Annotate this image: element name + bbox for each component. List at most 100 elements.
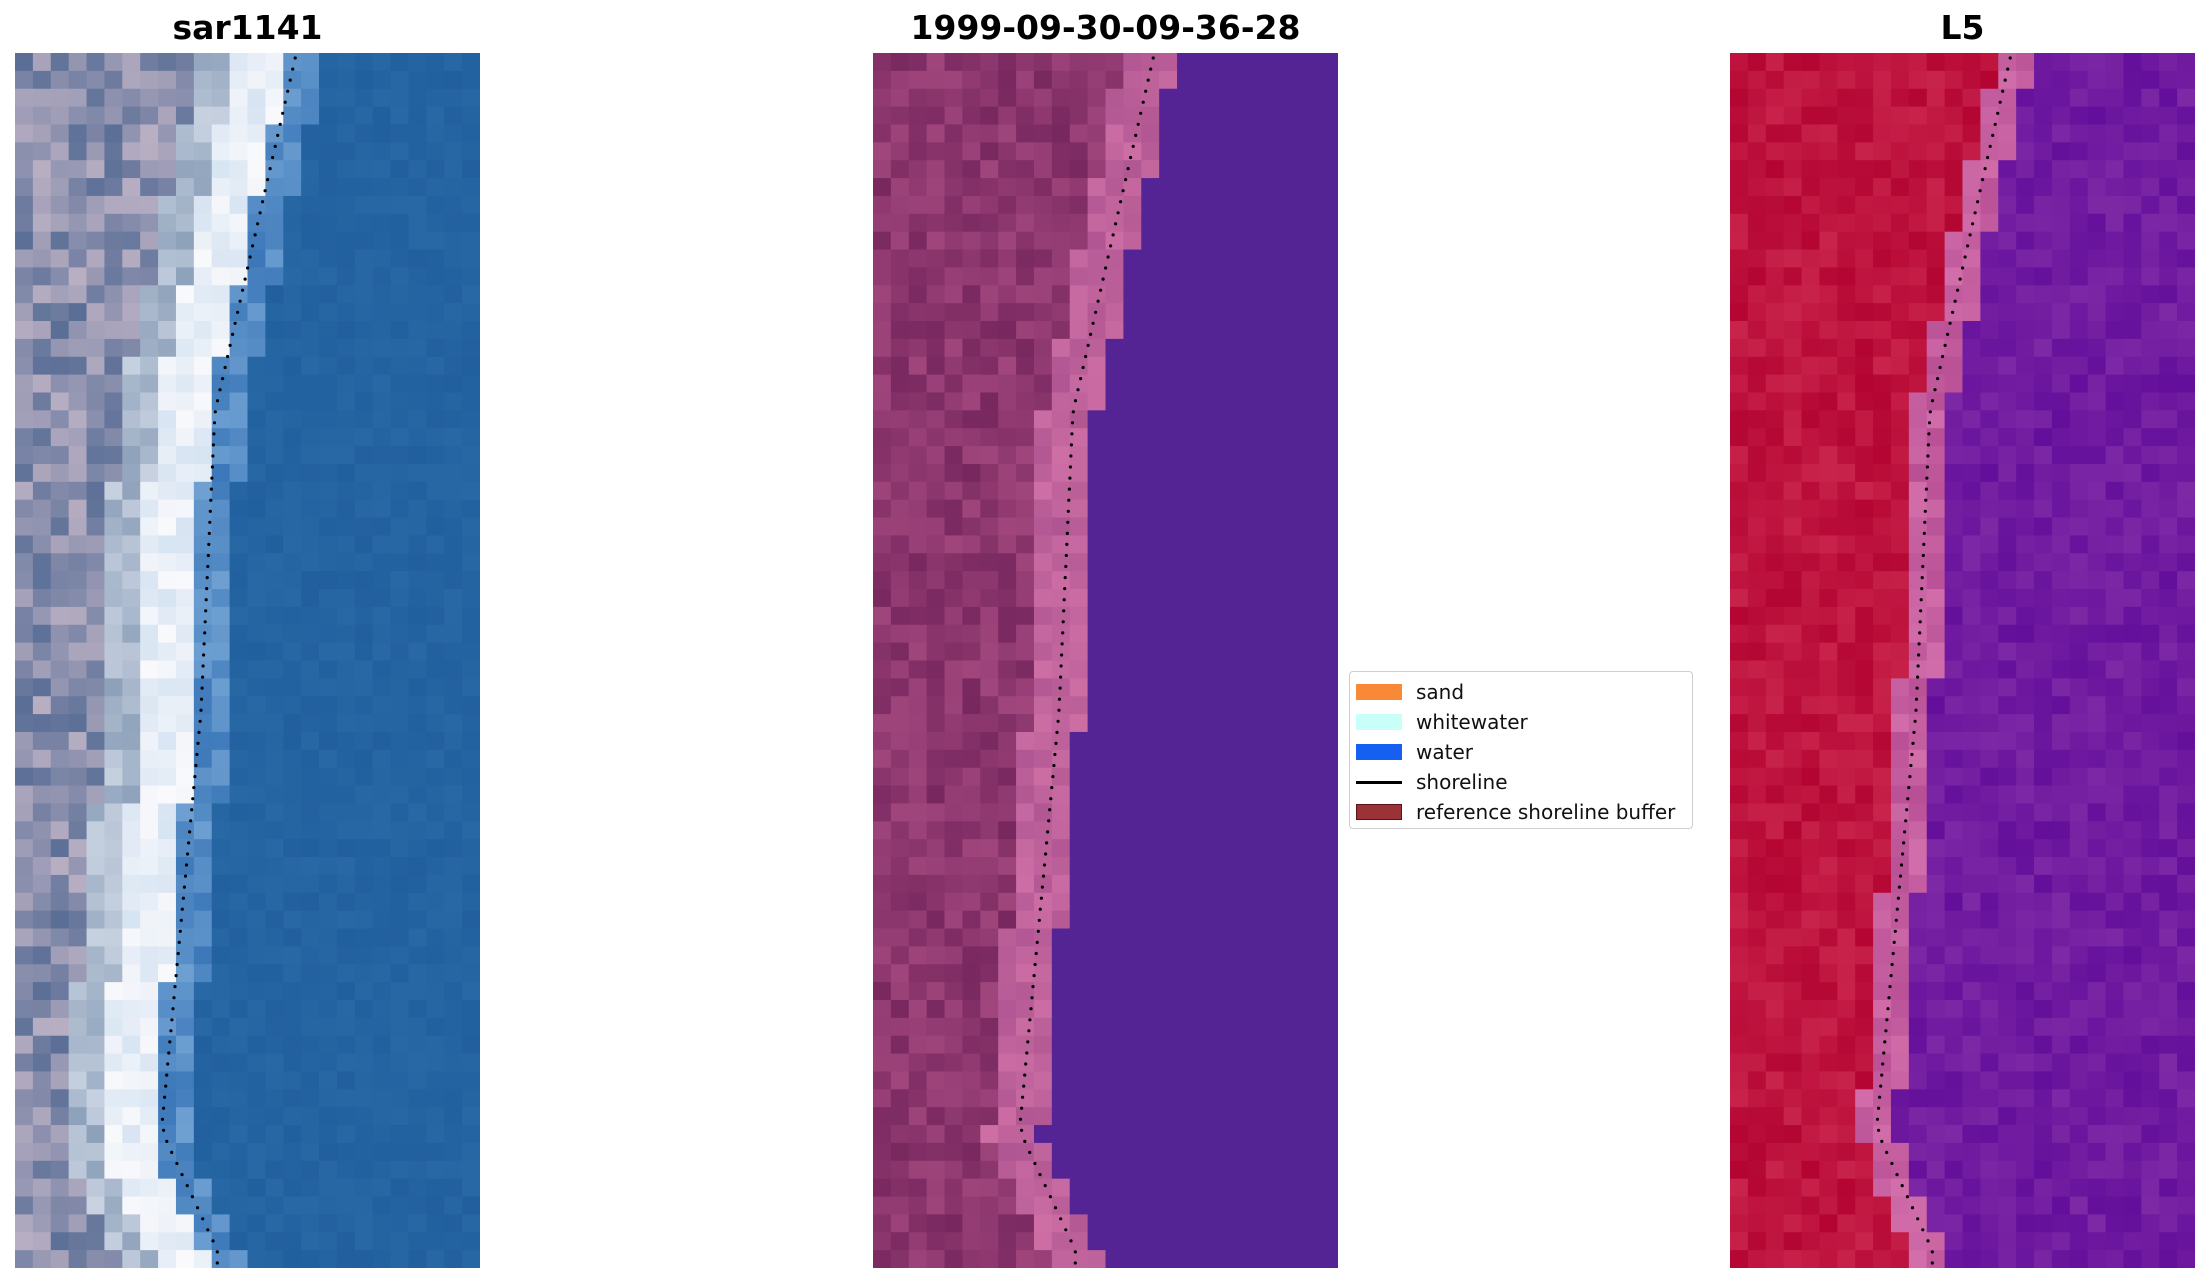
raster-pixel — [444, 731, 463, 751]
raster-pixel — [1890, 803, 1910, 822]
raster-pixel — [2177, 285, 2195, 304]
raster-pixel — [1069, 892, 1089, 912]
raster-pixel — [426, 1125, 445, 1144]
shoreline-point — [1062, 609, 1066, 613]
raster-pixel — [1980, 285, 1999, 304]
raster-pixel — [1801, 195, 1821, 215]
raster-pixel — [1855, 231, 1874, 251]
raster-pixel — [229, 642, 249, 662]
raster-pixel — [1212, 1053, 1232, 1073]
raster-pixel — [462, 553, 480, 572]
raster-pixel — [86, 982, 106, 1001]
raster-pixel — [1141, 517, 1160, 537]
raster-pixel — [1123, 463, 1142, 483]
raster-pixel — [1944, 249, 1964, 269]
raster-pixel — [1105, 231, 1124, 251]
raster-pixel — [175, 982, 195, 1001]
raster-pixel — [908, 910, 928, 930]
raster-pixel — [104, 1125, 123, 1144]
raster-pixel — [1159, 481, 1178, 501]
raster-pixel — [2069, 446, 2089, 465]
raster-pixel — [1141, 1089, 1160, 1108]
raster-pixel — [1123, 606, 1142, 626]
raster-pixel — [229, 481, 249, 501]
raster-pixel — [1837, 285, 1856, 304]
raster-pixel — [1069, 1107, 1089, 1126]
raster-pixel — [1908, 392, 1928, 411]
raster-pixel — [1033, 88, 1053, 108]
raster-pixel — [1230, 410, 1250, 429]
raster-pixel — [86, 178, 106, 197]
raster-pixel — [944, 731, 964, 751]
raster-pixel — [2069, 106, 2089, 126]
raster-pixel — [1819, 374, 1838, 394]
raster-pixel — [68, 749, 88, 769]
raster-pixel — [229, 892, 249, 912]
raster-pixel — [1801, 517, 1821, 537]
raster-pixel — [1730, 124, 1749, 143]
raster-pixel — [50, 303, 70, 322]
shoreline-point — [1028, 1150, 1032, 1154]
raster-pixel — [2034, 517, 2053, 537]
raster-pixel — [68, 446, 88, 465]
raster-pixel — [50, 785, 70, 805]
raster-pixel — [998, 1071, 1017, 1090]
raster-pixel — [1033, 303, 1053, 322]
raster-pixel — [408, 499, 427, 519]
raster-pixel — [1302, 696, 1321, 715]
raster-pixel — [50, 946, 70, 965]
raster-pixel — [104, 517, 123, 537]
raster-pixel — [336, 231, 356, 251]
raster-pixel — [462, 749, 480, 769]
raster-pixel — [1765, 392, 1785, 411]
raster-pixel — [1819, 785, 1838, 805]
raster-pixel — [1302, 392, 1321, 411]
raster-pixel — [247, 946, 266, 965]
raster-pixel — [1926, 88, 1946, 108]
raster-pixel — [1837, 178, 1856, 197]
raster-pixel — [998, 70, 1017, 90]
raster-pixel — [1248, 1017, 1268, 1037]
raster-pixel — [140, 106, 159, 126]
raster-pixel — [104, 821, 123, 840]
raster-pixel — [301, 178, 320, 197]
raster-pixel — [1248, 428, 1268, 447]
raster-pixel — [50, 1107, 70, 1126]
raster-pixel — [1926, 285, 1946, 304]
raster-pixel — [1998, 195, 2017, 215]
raster-pixel — [211, 1107, 231, 1126]
raster-pixel — [211, 803, 231, 822]
raster-pixel — [283, 446, 302, 465]
raster-pixel — [1266, 321, 1285, 340]
raster-pixel — [1248, 195, 1268, 215]
raster-pixel — [1248, 338, 1268, 358]
raster-pixel — [1212, 213, 1232, 233]
raster-pixel — [1855, 106, 1874, 126]
raster-pixel — [1123, 249, 1142, 269]
raster-pixel — [2159, 356, 2178, 376]
raster-pixel — [140, 1178, 159, 1198]
raster-pixel — [2069, 821, 2089, 840]
raster-pixel — [890, 1053, 910, 1073]
raster-pixel — [1141, 982, 1160, 1001]
raster-pixel — [926, 392, 946, 411]
raster-pixel — [1230, 88, 1250, 108]
raster-pixel — [1248, 857, 1268, 876]
raster-pixel — [122, 1142, 141, 1162]
raster-pixel — [158, 749, 177, 769]
raster-pixel — [2034, 160, 2053, 179]
raster-pixel — [1837, 767, 1856, 787]
raster-pixel — [1194, 821, 1214, 840]
raster-pixel — [1765, 374, 1785, 394]
raster-pixel — [1123, 892, 1142, 912]
raster-pixel — [390, 1125, 410, 1144]
raster-pixel — [193, 660, 213, 679]
raster-pixel — [211, 606, 231, 626]
raster-pixel — [944, 982, 964, 1001]
raster-pixel — [890, 1089, 910, 1108]
raster-pixel — [2159, 857, 2178, 876]
shoreline-point — [1073, 399, 1078, 403]
raster-pixel — [86, 1232, 106, 1251]
raster-pixel — [2016, 213, 2035, 233]
raster-pixel — [1177, 624, 1196, 644]
